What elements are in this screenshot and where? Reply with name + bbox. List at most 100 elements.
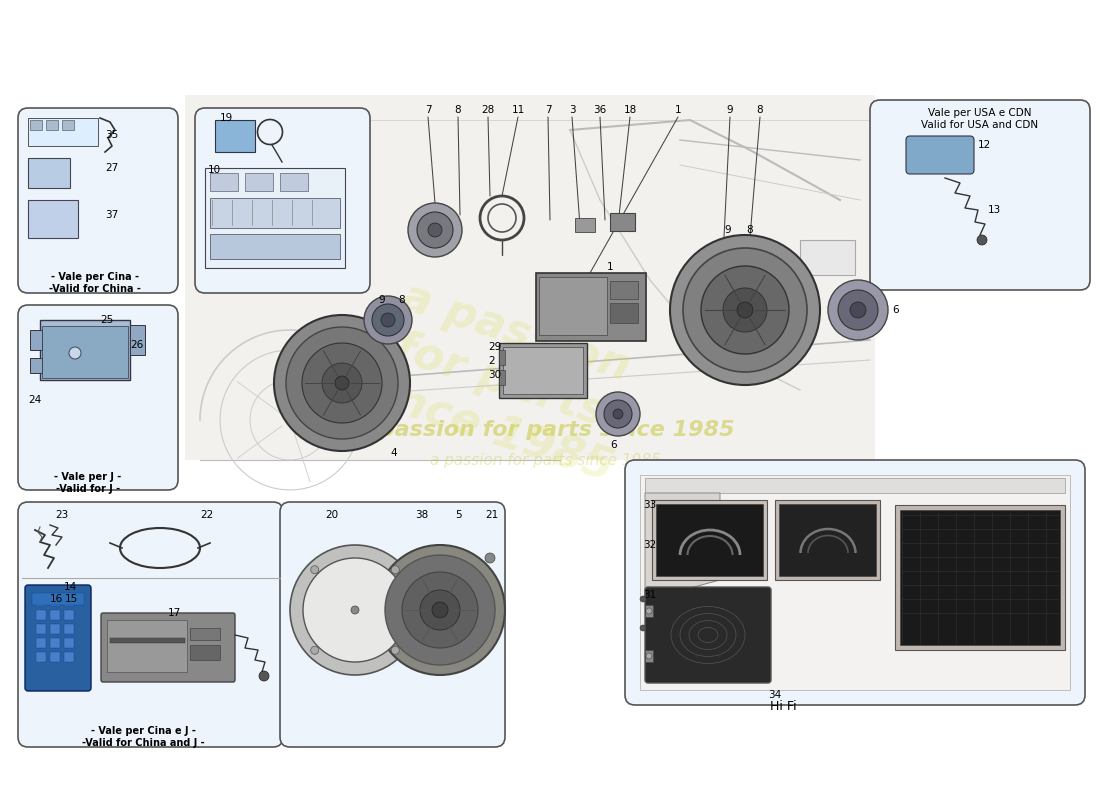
Circle shape — [402, 572, 478, 648]
Text: 30: 30 — [488, 370, 502, 380]
Circle shape — [670, 235, 820, 385]
Bar — [539, 277, 607, 335]
Bar — [64, 596, 74, 606]
Text: 9: 9 — [724, 225, 730, 235]
Bar — [28, 158, 70, 188]
Text: 5: 5 — [455, 510, 462, 520]
Bar — [36, 638, 46, 648]
Bar — [610, 213, 635, 231]
Text: 11: 11 — [512, 105, 525, 115]
Bar — [645, 478, 1065, 493]
Circle shape — [737, 302, 754, 318]
Bar — [280, 173, 308, 191]
Text: 21: 21 — [485, 510, 498, 520]
Bar — [645, 605, 653, 617]
Bar — [645, 650, 653, 662]
Circle shape — [372, 304, 404, 336]
Circle shape — [302, 343, 382, 423]
FancyBboxPatch shape — [18, 502, 283, 747]
Bar — [40, 320, 130, 380]
FancyBboxPatch shape — [25, 585, 91, 691]
Text: 38: 38 — [415, 510, 428, 520]
Circle shape — [485, 553, 495, 563]
FancyBboxPatch shape — [870, 100, 1090, 290]
Text: Hi Fi: Hi Fi — [770, 700, 796, 713]
Text: 31: 31 — [644, 590, 657, 600]
Bar — [210, 173, 238, 191]
Bar — [30, 330, 42, 350]
Bar — [900, 510, 1060, 645]
Text: 1: 1 — [607, 262, 614, 272]
Circle shape — [375, 545, 505, 675]
Text: 22: 22 — [200, 510, 213, 520]
Circle shape — [258, 671, 270, 681]
Text: 25: 25 — [100, 315, 113, 325]
Text: a passion for parts since 1985: a passion for parts since 1985 — [355, 420, 735, 440]
Text: 37: 37 — [104, 210, 119, 220]
Circle shape — [290, 545, 420, 675]
Bar — [575, 218, 595, 232]
Bar — [28, 200, 78, 238]
Text: 16: 16 — [50, 594, 64, 604]
Circle shape — [364, 296, 412, 344]
Bar — [610, 303, 638, 323]
Bar — [190, 628, 220, 640]
Bar — [50, 610, 60, 620]
Circle shape — [683, 248, 807, 372]
Circle shape — [392, 646, 399, 654]
Text: - Vale per Cina e J -
-Valid for China and J -: - Vale per Cina e J - -Valid for China a… — [81, 726, 205, 747]
Bar — [50, 624, 60, 634]
Text: 15: 15 — [65, 594, 78, 604]
FancyBboxPatch shape — [101, 613, 235, 682]
Text: 4: 4 — [390, 448, 397, 458]
Bar — [50, 652, 60, 662]
Text: 9: 9 — [727, 105, 734, 115]
Bar — [64, 638, 74, 648]
Bar — [50, 596, 60, 606]
Circle shape — [420, 590, 460, 630]
Text: 14: 14 — [64, 582, 77, 592]
Text: 6: 6 — [892, 305, 899, 315]
Text: 27: 27 — [104, 163, 119, 173]
Bar — [800, 240, 855, 275]
Circle shape — [850, 302, 866, 318]
Text: a passion for parts since 1985: a passion for parts since 1985 — [430, 453, 660, 467]
Bar — [64, 624, 74, 634]
Bar — [776, 500, 880, 580]
Text: 10: 10 — [208, 165, 221, 175]
Bar — [210, 198, 340, 228]
Circle shape — [640, 625, 646, 631]
Bar — [64, 610, 74, 620]
Text: 26: 26 — [130, 340, 143, 350]
Text: 34: 34 — [768, 690, 781, 700]
Circle shape — [417, 212, 453, 248]
Text: 8: 8 — [398, 295, 405, 305]
Text: - Vale per Cina -
-Valid for China -: - Vale per Cina - -Valid for China - — [50, 272, 141, 294]
Text: 33: 33 — [644, 500, 657, 510]
Text: 8: 8 — [757, 105, 763, 115]
Text: 28: 28 — [482, 105, 495, 115]
FancyBboxPatch shape — [18, 305, 178, 490]
Text: 8: 8 — [454, 105, 461, 115]
Bar — [652, 500, 767, 580]
Bar — [205, 168, 345, 268]
Text: 8: 8 — [746, 225, 752, 235]
Text: 13: 13 — [988, 205, 1001, 215]
Circle shape — [392, 566, 399, 574]
Bar — [610, 281, 638, 299]
FancyBboxPatch shape — [906, 136, 974, 174]
Text: 19: 19 — [220, 113, 233, 123]
Circle shape — [385, 555, 495, 665]
Bar — [499, 370, 505, 385]
Circle shape — [640, 596, 646, 602]
Text: 20: 20 — [324, 510, 338, 520]
Circle shape — [613, 409, 623, 419]
Bar — [214, 120, 255, 152]
Bar — [107, 620, 187, 672]
Text: 32: 32 — [644, 540, 657, 550]
Bar — [36, 596, 46, 606]
Circle shape — [646, 608, 652, 614]
Circle shape — [838, 290, 878, 330]
Bar — [499, 350, 505, 365]
Bar — [62, 120, 74, 130]
